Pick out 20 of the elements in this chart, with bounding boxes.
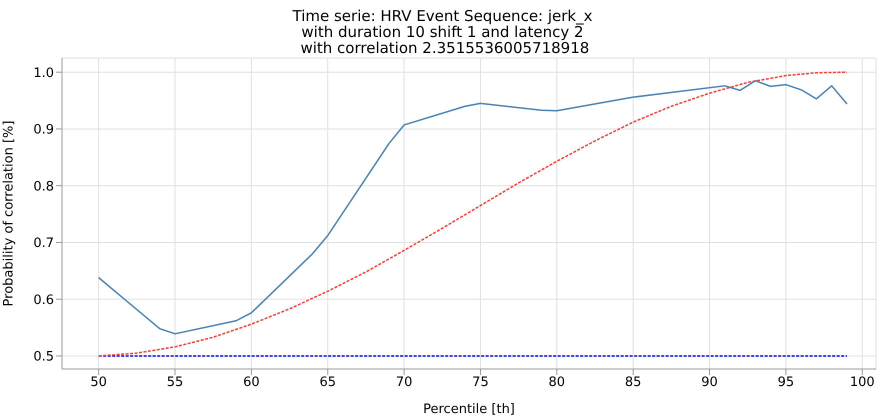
- x-tick-label: 95: [778, 375, 794, 390]
- y-tick-label: 0.8: [33, 179, 54, 194]
- x-tick-label: 90: [701, 375, 718, 390]
- x-tick-label: 60: [243, 375, 260, 390]
- x-tick-label: 100: [850, 375, 875, 390]
- y-tick-label: 1.0: [33, 66, 54, 81]
- x-axis-title: Percentile [th]: [423, 402, 515, 417]
- chart-title: Time serie: HRV Event Sequence: jerk_x with duration 10 shift 1 and latency 2 with correlation 2.3515536005718918: [292, 7, 594, 57]
- y-tick-label: 0.9: [33, 122, 54, 138]
- x-tick-label: 85: [624, 375, 642, 390]
- x-tick-label: 80: [548, 375, 566, 390]
- x-tick-label: 55: [166, 375, 184, 390]
- x-tick-label: 70: [396, 375, 412, 390]
- y-axis-title: Probability of correlation [%]: [2, 120, 17, 306]
- x-tick-label: 50: [90, 375, 107, 390]
- y-tick-label: 0.6: [33, 292, 54, 308]
- x-tick-label: 75: [472, 375, 489, 390]
- y-tick-label: 0.7: [33, 236, 54, 252]
- x-tick-label: 65: [319, 375, 336, 390]
- y-tick-label: 0.5: [33, 350, 54, 365]
